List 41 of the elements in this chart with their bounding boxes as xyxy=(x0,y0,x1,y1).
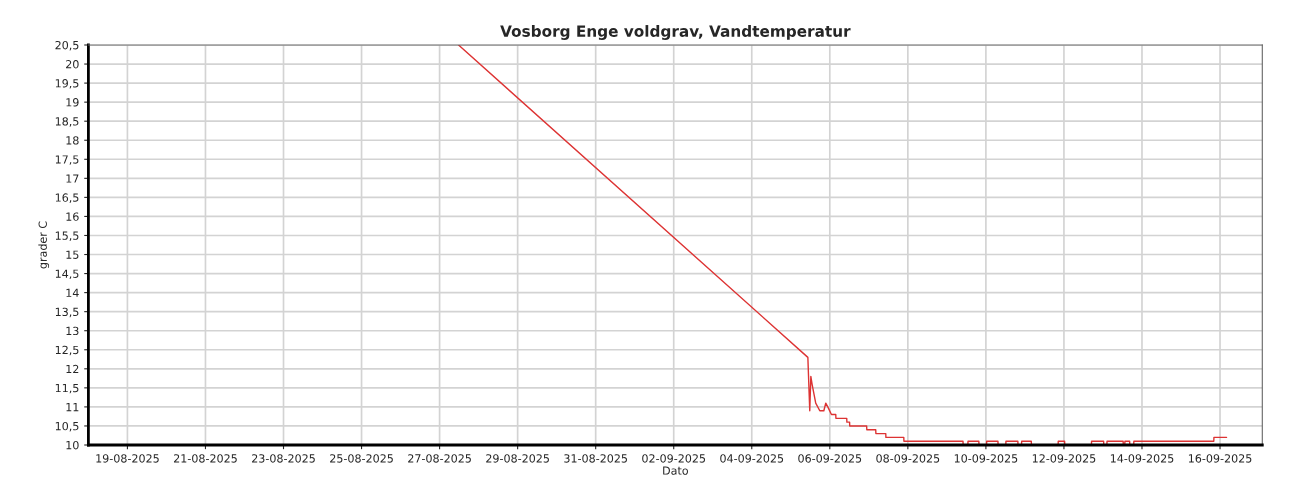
y-tick-label: 20 xyxy=(66,60,79,69)
y-tick-label: 16 xyxy=(66,212,79,221)
y-tick-label: 14,5 xyxy=(55,269,79,280)
x-tick-label: 12-09-2025 xyxy=(1032,454,1096,463)
x-tick-label: 21-08-2025 xyxy=(173,454,237,463)
x-tick-label: 02-09-2025 xyxy=(642,454,706,463)
x-tick-label: 06-09-2025 xyxy=(798,454,862,463)
y-tick-label: 10,5 xyxy=(55,421,79,432)
y-tick-label: 18 xyxy=(66,136,79,145)
y-tick-label: 13 xyxy=(66,326,79,336)
chart-title: Vosborg Enge voldgrav, Vandtemperatur xyxy=(500,25,851,40)
x-tick-label: 31-08-2025 xyxy=(564,454,627,463)
x-tick-label: 23-08-2025 xyxy=(252,454,315,463)
y-tick-label: 19 xyxy=(66,98,79,107)
y-tick-label: 11,5 xyxy=(55,383,79,394)
y-tick-label: 15 xyxy=(66,250,79,259)
y-tick-label: 16,5 xyxy=(55,193,79,203)
x-tick-label: 29-08-2025 xyxy=(486,454,549,463)
x-tick-label: 16-09-2025 xyxy=(1188,454,1252,463)
y-tick-label: 12 xyxy=(66,364,79,374)
x-tick-label: 04-09-2025 xyxy=(720,454,784,463)
y-tick-label: 20,5 xyxy=(55,40,79,51)
y-tick-label: 13,5 xyxy=(55,307,79,318)
y-tick-label: 10 xyxy=(66,440,79,450)
y-tick-label: 12,5 xyxy=(55,345,79,356)
x-tick-label: 27-08-2025 xyxy=(408,454,471,463)
x-tick-label: 14-09-2025 xyxy=(1110,454,1174,463)
y-tick-label: 15,5 xyxy=(55,231,79,241)
line-series xyxy=(457,45,1228,445)
y-tick-label: 11 xyxy=(66,403,79,412)
x-tick-label: 08-09-2025 xyxy=(876,454,940,463)
y-tick-label: 17 xyxy=(66,174,79,183)
x-tick-label: 19-08-2025 xyxy=(96,454,159,463)
x-tick-label: 10-09-2025 xyxy=(954,454,1018,463)
y-tick-label: 17,5 xyxy=(55,155,79,165)
x-axis-title: Dato xyxy=(663,466,688,475)
y-tick-label: 14 xyxy=(66,288,79,297)
y-axis-title: grader C xyxy=(38,221,50,269)
y-tick-label: 18,5 xyxy=(55,117,79,127)
y-tick-label: 19,5 xyxy=(55,79,79,89)
x-tick-label: 25-08-2025 xyxy=(330,454,393,463)
